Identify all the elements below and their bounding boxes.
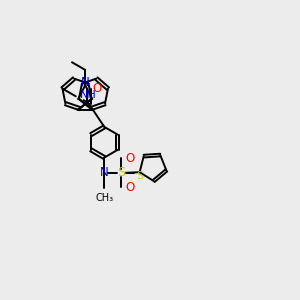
Text: N: N — [81, 76, 90, 89]
Text: N: N — [100, 166, 109, 179]
Text: S: S — [117, 166, 125, 179]
Text: O: O — [126, 181, 135, 194]
Text: CH₃: CH₃ — [95, 193, 113, 202]
Text: O: O — [126, 152, 135, 165]
Text: NH: NH — [80, 90, 96, 100]
Text: O: O — [93, 82, 102, 95]
Text: S: S — [136, 171, 143, 181]
